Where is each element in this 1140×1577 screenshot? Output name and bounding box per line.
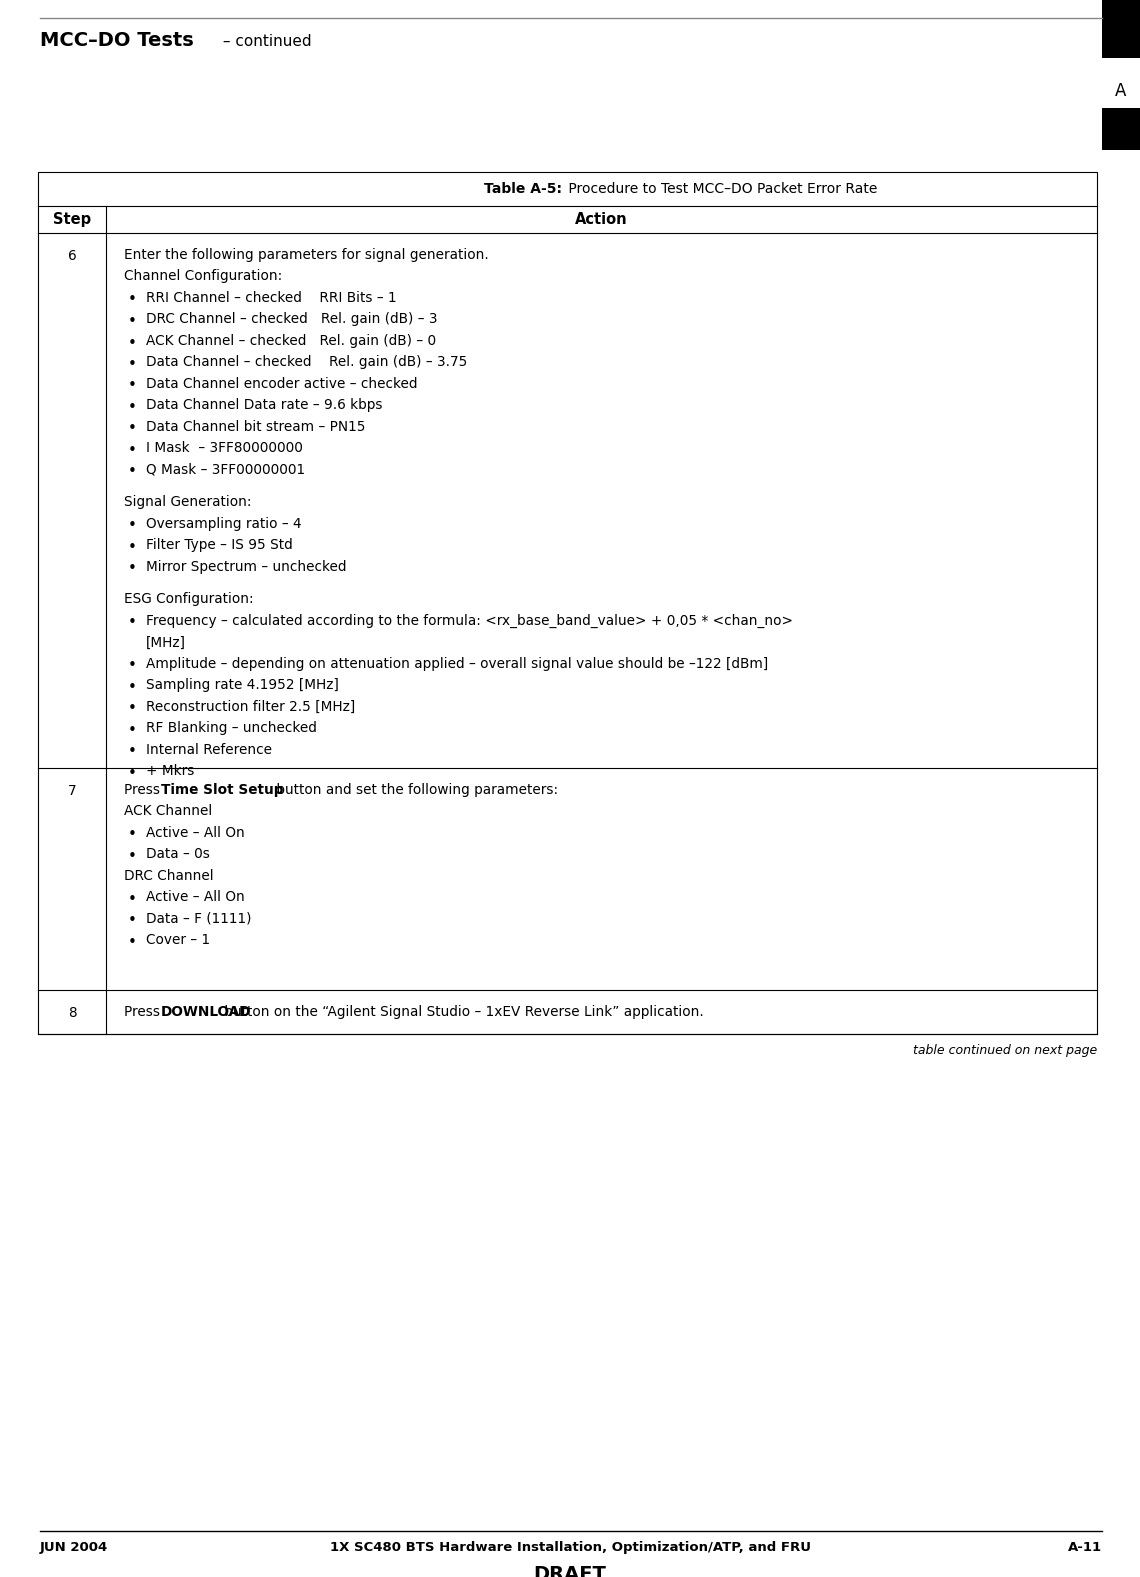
Text: Sampling rate 4.1952 [MHz]: Sampling rate 4.1952 [MHz] — [146, 678, 339, 692]
Text: DRAFT: DRAFT — [534, 1564, 606, 1577]
Text: Data Channel bit stream – PN15: Data Channel bit stream – PN15 — [146, 419, 366, 434]
Text: ACK Channel: ACK Channel — [124, 804, 212, 818]
Text: MCC–DO Tests: MCC–DO Tests — [40, 32, 194, 50]
Text: Data – 0s: Data – 0s — [146, 847, 210, 861]
Text: ESG Configuration:: ESG Configuration: — [124, 593, 253, 607]
Text: •: • — [128, 615, 137, 631]
Text: •: • — [128, 848, 137, 864]
Text: Data Channel – checked    Rel. gain (dB) – 3.75: Data Channel – checked Rel. gain (dB) – … — [146, 355, 467, 369]
Text: Step: Step — [52, 211, 91, 227]
Text: RRI Channel – checked    RRI Bits – 1: RRI Channel – checked RRI Bits – 1 — [146, 292, 397, 304]
Text: •: • — [128, 443, 137, 457]
Text: Amplitude – depending on attenuation applied – overall signal value should be –1: Amplitude – depending on attenuation app… — [146, 658, 768, 670]
Text: button on the “Agilent Signal Studio – 1xEV Reverse Link” application.: button on the “Agilent Signal Studio – 1… — [220, 1005, 705, 1019]
Text: I Mask  – 3FF80000000: I Mask – 3FF80000000 — [146, 442, 303, 456]
Bar — [1102, 107, 1140, 150]
Text: •: • — [128, 766, 137, 781]
Text: DOWNLOAD: DOWNLOAD — [161, 1005, 252, 1019]
Text: ACK Channel – checked   Rel. gain (dB) – 0: ACK Channel – checked Rel. gain (dB) – 0 — [146, 334, 437, 349]
Text: A-11: A-11 — [1068, 1541, 1102, 1553]
Text: DRC Channel – checked   Rel. gain (dB) – 3: DRC Channel – checked Rel. gain (dB) – 3 — [146, 312, 438, 326]
Text: •: • — [128, 378, 137, 394]
Text: button and set the following parameters:: button and set the following parameters: — [272, 784, 559, 796]
Text: Channel Configuration:: Channel Configuration: — [124, 270, 283, 284]
Text: 7: 7 — [67, 784, 76, 798]
Text: table continued on next page: table continued on next page — [913, 1044, 1097, 1057]
Text: Internal Reference: Internal Reference — [146, 743, 272, 757]
Text: 6: 6 — [67, 249, 76, 263]
Text: Time Slot Setup: Time Slot Setup — [161, 784, 284, 796]
Text: Action: Action — [576, 211, 628, 227]
Text: Oversampling ratio – 4: Oversampling ratio – 4 — [146, 517, 302, 531]
Text: Filter Type – IS 95 Std: Filter Type – IS 95 Std — [146, 538, 293, 552]
Text: Enter the following parameters for signal generation.: Enter the following parameters for signa… — [124, 248, 489, 262]
Text: Cover – 1: Cover – 1 — [146, 934, 210, 948]
Text: •: • — [128, 539, 137, 555]
Text: Press: Press — [124, 1005, 164, 1019]
Text: •: • — [128, 465, 137, 479]
Bar — [38, 172, 1097, 1035]
Text: •: • — [128, 935, 137, 949]
Text: •: • — [128, 913, 137, 929]
Text: •: • — [128, 828, 137, 842]
Text: •: • — [128, 356, 137, 372]
Text: •: • — [128, 893, 137, 907]
Text: •: • — [128, 401, 137, 415]
Text: Reconstruction filter 2.5 [MHz]: Reconstruction filter 2.5 [MHz] — [146, 700, 356, 714]
Text: Frequency – calculated according to the formula: <rx_base_band_value> + 0,05 * <: Frequency – calculated according to the … — [146, 613, 793, 628]
Text: •: • — [128, 680, 137, 695]
Text: •: • — [128, 722, 137, 738]
Text: Data Channel Data rate – 9.6 kbps: Data Channel Data rate – 9.6 kbps — [146, 399, 383, 413]
Text: – continued: – continued — [218, 35, 311, 49]
Text: Data – F (1111): Data – F (1111) — [146, 912, 252, 926]
Text: •: • — [128, 702, 137, 716]
Text: Press: Press — [124, 784, 164, 796]
Text: 1X SC480 BTS Hardware Installation, Optimization/ATP, and FRU: 1X SC480 BTS Hardware Installation, Opti… — [329, 1541, 811, 1553]
Text: •: • — [128, 561, 137, 577]
Text: Data Channel encoder active – checked: Data Channel encoder active – checked — [146, 377, 417, 391]
Text: A: A — [1115, 82, 1126, 99]
Text: Active – All On: Active – All On — [146, 826, 245, 841]
Text: •: • — [128, 519, 137, 533]
Text: Mirror Spectrum – unchecked: Mirror Spectrum – unchecked — [146, 560, 347, 574]
Text: •: • — [128, 336, 137, 350]
Text: •: • — [128, 659, 137, 673]
Text: •: • — [128, 421, 137, 437]
Text: Procedure to Test MCC–DO Packet Error Rate: Procedure to Test MCC–DO Packet Error Ra… — [564, 181, 878, 196]
Text: RF Blanking – unchecked: RF Blanking – unchecked — [146, 722, 317, 735]
Text: Signal Generation:: Signal Generation: — [124, 495, 252, 509]
Bar — [1102, 0, 1140, 58]
Text: •: • — [128, 744, 137, 760]
Text: Active – All On: Active – All On — [146, 891, 245, 905]
Text: Table A-5:: Table A-5: — [484, 181, 562, 196]
Text: 8: 8 — [67, 1006, 76, 1020]
Text: •: • — [128, 314, 137, 330]
Text: [MHz]: [MHz] — [146, 636, 186, 650]
Text: •: • — [128, 292, 137, 308]
Text: JUN 2004: JUN 2004 — [40, 1541, 108, 1553]
Text: DRC Channel: DRC Channel — [124, 869, 213, 883]
Text: + Mkrs: + Mkrs — [146, 765, 195, 779]
Text: Q Mask – 3FF00000001: Q Mask – 3FF00000001 — [146, 464, 306, 476]
